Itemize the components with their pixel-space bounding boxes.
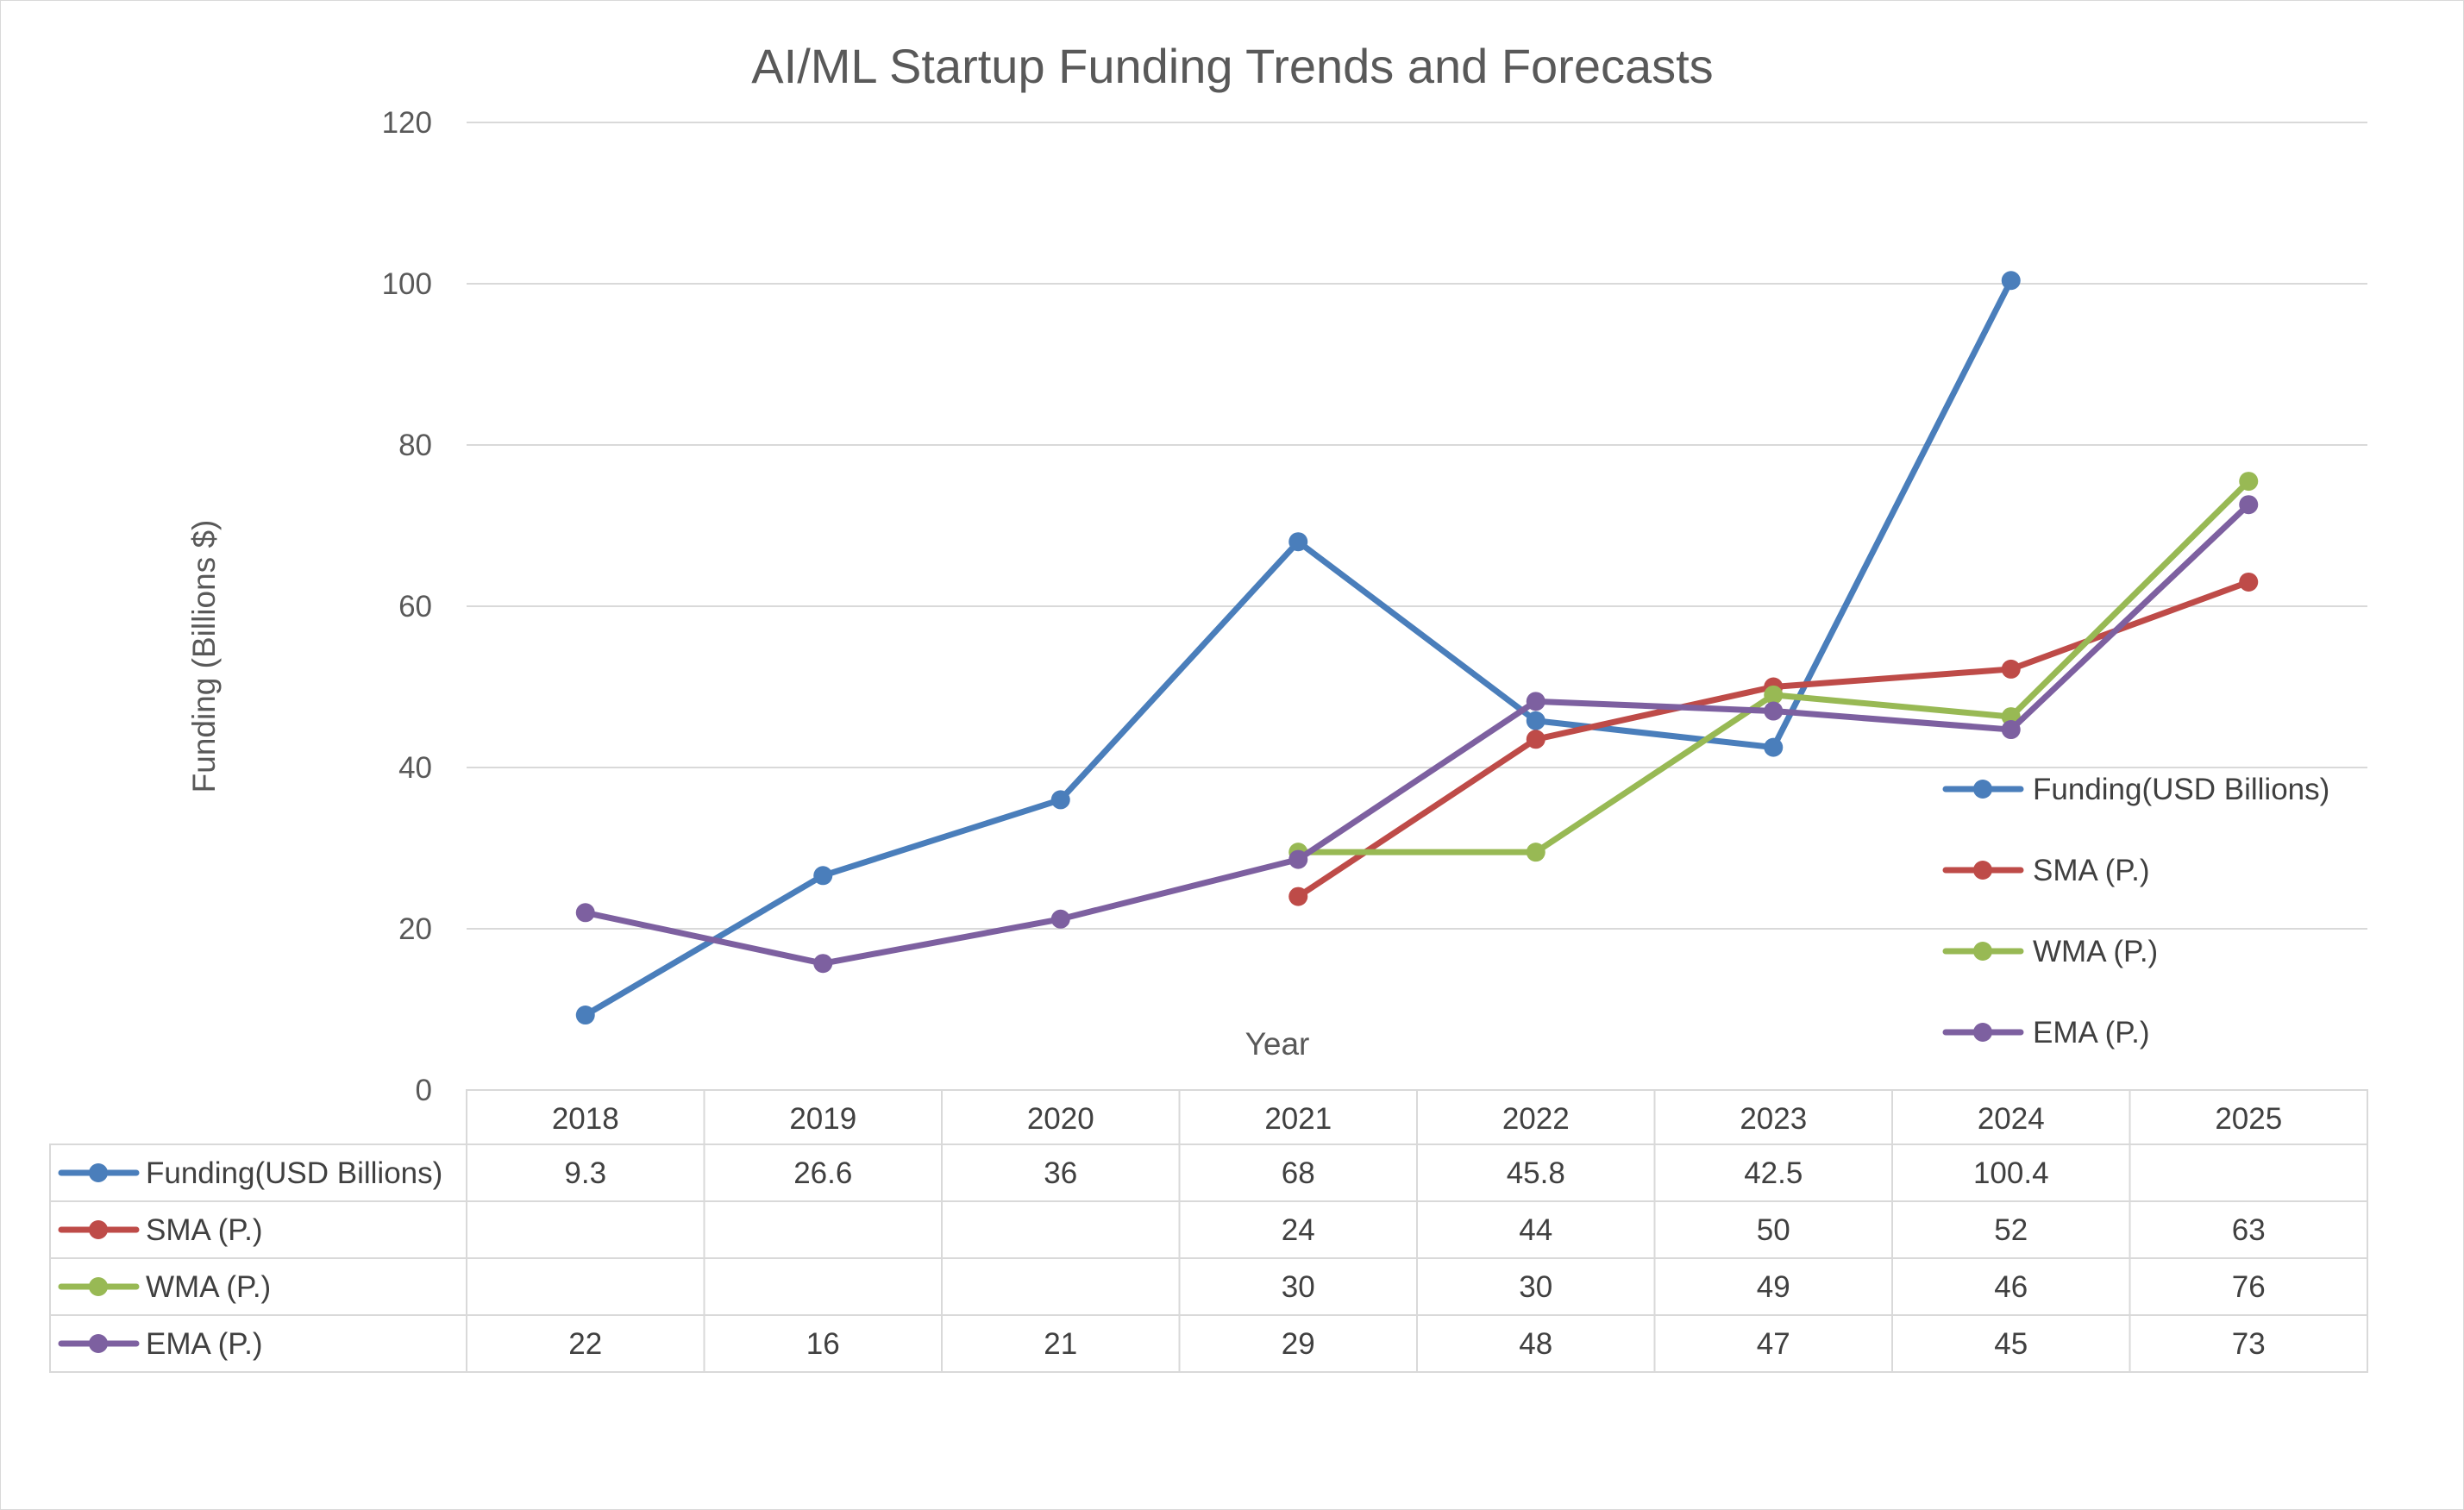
table-cell: 9.3 — [564, 1156, 606, 1190]
series-0 — [575, 271, 2021, 1025]
table-cell: 47 — [1757, 1327, 1790, 1361]
data-point — [1288, 849, 1308, 869]
legend-entry: WMA (P.) — [1942, 935, 2158, 968]
table-cell: 30 — [1519, 1270, 1552, 1304]
data-point — [813, 954, 833, 974]
row-swatch-marker — [89, 1220, 108, 1239]
table-row-label: Funding(USD Billions) — [146, 1156, 442, 1190]
table-cell: 49 — [1757, 1270, 1790, 1304]
legend-swatch-marker — [1973, 780, 1992, 799]
table-cell: 100.4 — [1973, 1156, 2049, 1190]
x-tick-label: 2025 — [2215, 1102, 2282, 1136]
data-point — [1526, 692, 1545, 711]
table-cell: 45.8 — [1507, 1156, 1565, 1190]
table-cell: 52 — [1994, 1213, 2028, 1247]
table-row: EMA (P.) 22 16 21 29 48 47 45 73 — [58, 1327, 2266, 1361]
data-point — [2001, 659, 2021, 679]
y-tick-label: 100 — [382, 267, 432, 301]
table-cell: 29 — [1282, 1327, 1315, 1361]
table-cell: 48 — [1519, 1327, 1552, 1361]
y-axis-ticks: 0 20 40 60 80 100 120 — [382, 106, 432, 1107]
table-row-label: WMA (P.) — [146, 1270, 271, 1304]
row-swatch-marker — [89, 1163, 108, 1182]
series-3 — [575, 495, 2259, 974]
row-swatch-marker — [89, 1277, 108, 1296]
gridlines — [467, 122, 2367, 930]
legend: Funding(USD Billions) SMA (P.) WMA (P.) EMA… — [1942, 773, 2329, 1049]
x-tick-label: 2022 — [1502, 1102, 1570, 1136]
data-point — [1288, 532, 1308, 552]
table-cell: 22 — [568, 1327, 602, 1361]
x-tick-label: 2021 — [1264, 1102, 1332, 1136]
data-point — [2001, 720, 2021, 740]
legend-label: WMA (P.) — [2033, 935, 2158, 968]
data-table: 2018 2019 2020 2021 2022 2023 2024 2025 Funding(… — [49, 1089, 2368, 1373]
table-cell: 44 — [1519, 1213, 1552, 1247]
table-cell: 21 — [1044, 1327, 1077, 1361]
y-axis-title: Funding (Billions $) — [186, 520, 222, 793]
row-swatch-marker — [89, 1334, 108, 1353]
table-cell: 63 — [2232, 1213, 2266, 1247]
data-point — [1526, 843, 1545, 862]
data-point — [2001, 271, 2021, 291]
table-cell: 30 — [1282, 1270, 1315, 1304]
data-point — [1764, 701, 1784, 721]
legend-label: EMA (P.) — [2033, 1016, 2150, 1049]
data-point — [1050, 790, 1070, 810]
table-row: SMA (P.) 24 44 50 52 63 — [58, 1213, 2266, 1247]
data-point — [1288, 887, 1308, 906]
data-point — [1050, 909, 1070, 929]
legend-entry: EMA (P.) — [1942, 1016, 2150, 1049]
y-tick-label: 60 — [398, 590, 432, 623]
legend-label: SMA (P.) — [2033, 854, 2150, 887]
series-lines — [575, 271, 2259, 1025]
x-tick-label: 2020 — [1027, 1102, 1094, 1136]
x-tick-label: 2018 — [552, 1102, 619, 1136]
data-point — [2239, 495, 2259, 515]
legend-swatch-marker — [1973, 861, 1992, 880]
legend-swatch-marker — [1973, 1023, 1992, 1042]
data-point — [1526, 711, 1545, 730]
y-tick-label: 20 — [398, 912, 432, 946]
table-cell: 42.5 — [1744, 1156, 1803, 1190]
y-tick-label: 80 — [398, 429, 432, 462]
data-point — [575, 1006, 595, 1025]
chart-title: AI/ML Startup Funding Trends and Forecas… — [751, 39, 1713, 93]
series-line — [582, 501, 2252, 967]
x-tick-label: 2019 — [789, 1102, 856, 1136]
x-tick-label: 2023 — [1740, 1102, 1807, 1136]
legend-entry: Funding(USD Billions) — [1942, 773, 2329, 806]
table-cell: 50 — [1757, 1213, 1790, 1247]
data-point — [1764, 737, 1784, 757]
table-cell: 36 — [1044, 1156, 1077, 1190]
x-axis-title: Year — [1245, 1026, 1310, 1062]
table-row-label: EMA (P.) — [146, 1327, 263, 1361]
legend-swatch-marker — [1973, 942, 1992, 961]
data-point — [1526, 730, 1545, 749]
data-point — [575, 903, 595, 923]
table-cell: 73 — [2232, 1327, 2266, 1361]
table-row: Funding(USD Billions) 9.3 26.6 36 68 45.8 42.5… — [58, 1156, 2049, 1190]
y-tick-label: 40 — [398, 751, 432, 785]
data-point — [2239, 572, 2259, 592]
table-cell: 26.6 — [793, 1156, 852, 1190]
legend-label: Funding(USD Billions) — [2033, 773, 2329, 806]
table-row: WMA (P.) 30 30 49 46 76 — [58, 1270, 2266, 1304]
table-cell: 76 — [2232, 1270, 2266, 1304]
table-cell: 24 — [1282, 1213, 1315, 1247]
table-cell: 16 — [806, 1327, 840, 1361]
table-cell: 68 — [1282, 1156, 1315, 1190]
table-cell: 46 — [1994, 1270, 2028, 1304]
y-tick-label: 0 — [416, 1074, 432, 1107]
data-point — [1764, 685, 1784, 705]
x-tick-label: 2024 — [1978, 1102, 2045, 1136]
data-point — [813, 866, 833, 886]
table-cell: 45 — [1994, 1327, 2028, 1361]
legend-entry: SMA (P.) — [1942, 854, 2150, 887]
y-tick-label: 120 — [382, 106, 432, 140]
data-point — [2239, 472, 2259, 492]
table-row-label: SMA (P.) — [146, 1213, 263, 1247]
